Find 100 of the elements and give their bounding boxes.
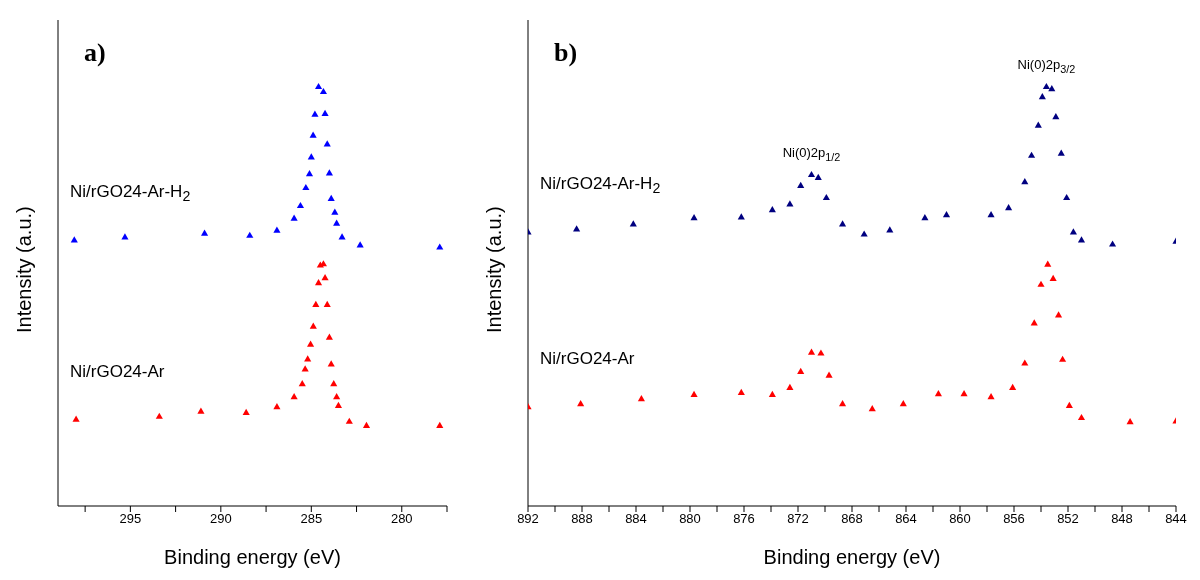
x-tick-label: 856 [1003,511,1025,527]
point [1049,274,1057,281]
point [637,395,645,402]
x-tick-label: 860 [949,511,971,527]
point [305,170,314,177]
point [1048,85,1056,92]
point [1038,92,1046,100]
series-label: Ni/rGO24-Ar-H$_{2}$ [70,182,191,205]
x-axis-title: Binding energy (eV) [164,546,341,568]
point [987,392,995,400]
point [868,405,876,412]
point [1057,149,1065,156]
point [302,183,310,191]
point [768,390,776,398]
point [362,421,371,429]
annotation: Ni(0)2p$_{1/2}$ [782,145,841,164]
x-tick-label: 888 [571,511,593,527]
point [629,220,637,227]
point [200,229,209,236]
point [436,243,444,250]
point [323,300,331,307]
point [314,82,323,90]
point [690,390,698,398]
point [942,211,951,218]
point [860,230,868,237]
point [1059,355,1067,362]
point [690,214,698,221]
point [768,206,776,213]
chart-title: a) [84,38,106,68]
point [814,173,822,181]
point [333,219,341,226]
point [273,403,281,410]
point [325,169,333,176]
point [290,392,298,400]
point [1052,113,1060,120]
point [838,400,847,407]
point [1037,280,1045,287]
x-tick-label: 872 [787,511,809,527]
point [1044,260,1052,267]
point [1021,359,1029,366]
point [1030,319,1038,326]
point [737,388,745,395]
point [311,110,319,117]
point [197,407,205,414]
series-label: Ni/rGO24-Ar [540,349,635,370]
point [1077,236,1086,243]
y-axis-title: Intensity (a.u.) [13,206,36,333]
x-tick-label: 876 [733,511,755,527]
point [899,400,907,407]
point [298,379,306,387]
point [838,220,847,227]
point [246,231,254,238]
point [1005,204,1013,211]
point [817,349,825,356]
point [155,412,163,419]
point [960,390,968,397]
x-tick-label: 280 [390,511,413,527]
text: Ni(0)2p$_{3/2}$ [1017,57,1076,76]
point [1009,383,1017,390]
point [321,273,329,281]
point [934,390,942,397]
point [1027,151,1036,158]
x-tick-label: 852 [1057,511,1079,527]
x-tick-label: 285 [300,511,323,527]
point [797,367,805,374]
x-tick-label: 864 [895,511,917,527]
x-tick-label: 884 [625,511,647,527]
x-axis-title: Binding energy (eV) [763,546,941,568]
point [786,383,794,390]
point [1042,82,1050,90]
point [825,371,833,378]
point [1065,401,1073,408]
point [807,348,816,355]
point [321,109,329,116]
point [436,421,444,429]
point [1063,193,1071,201]
point [1034,121,1042,128]
point [325,333,333,340]
x-tick-label: 868 [841,511,863,527]
point [314,279,323,286]
y-axis-title: Intensity (a.u.) [483,206,506,333]
point [333,392,341,400]
point [309,322,317,329]
point [1021,178,1029,185]
x-tick-label: 290 [209,511,232,527]
x-tick-label: 880 [679,511,701,527]
point [822,193,830,201]
point [327,194,335,201]
point [1108,240,1117,247]
point [331,208,339,215]
point [807,170,816,178]
point [334,401,343,408]
x-tick-label: 848 [1111,511,1133,527]
point [307,340,315,347]
chart-title: b) [554,38,578,68]
point [72,415,80,422]
point [573,225,581,232]
point [921,214,929,221]
point [330,379,338,387]
point [296,201,305,209]
